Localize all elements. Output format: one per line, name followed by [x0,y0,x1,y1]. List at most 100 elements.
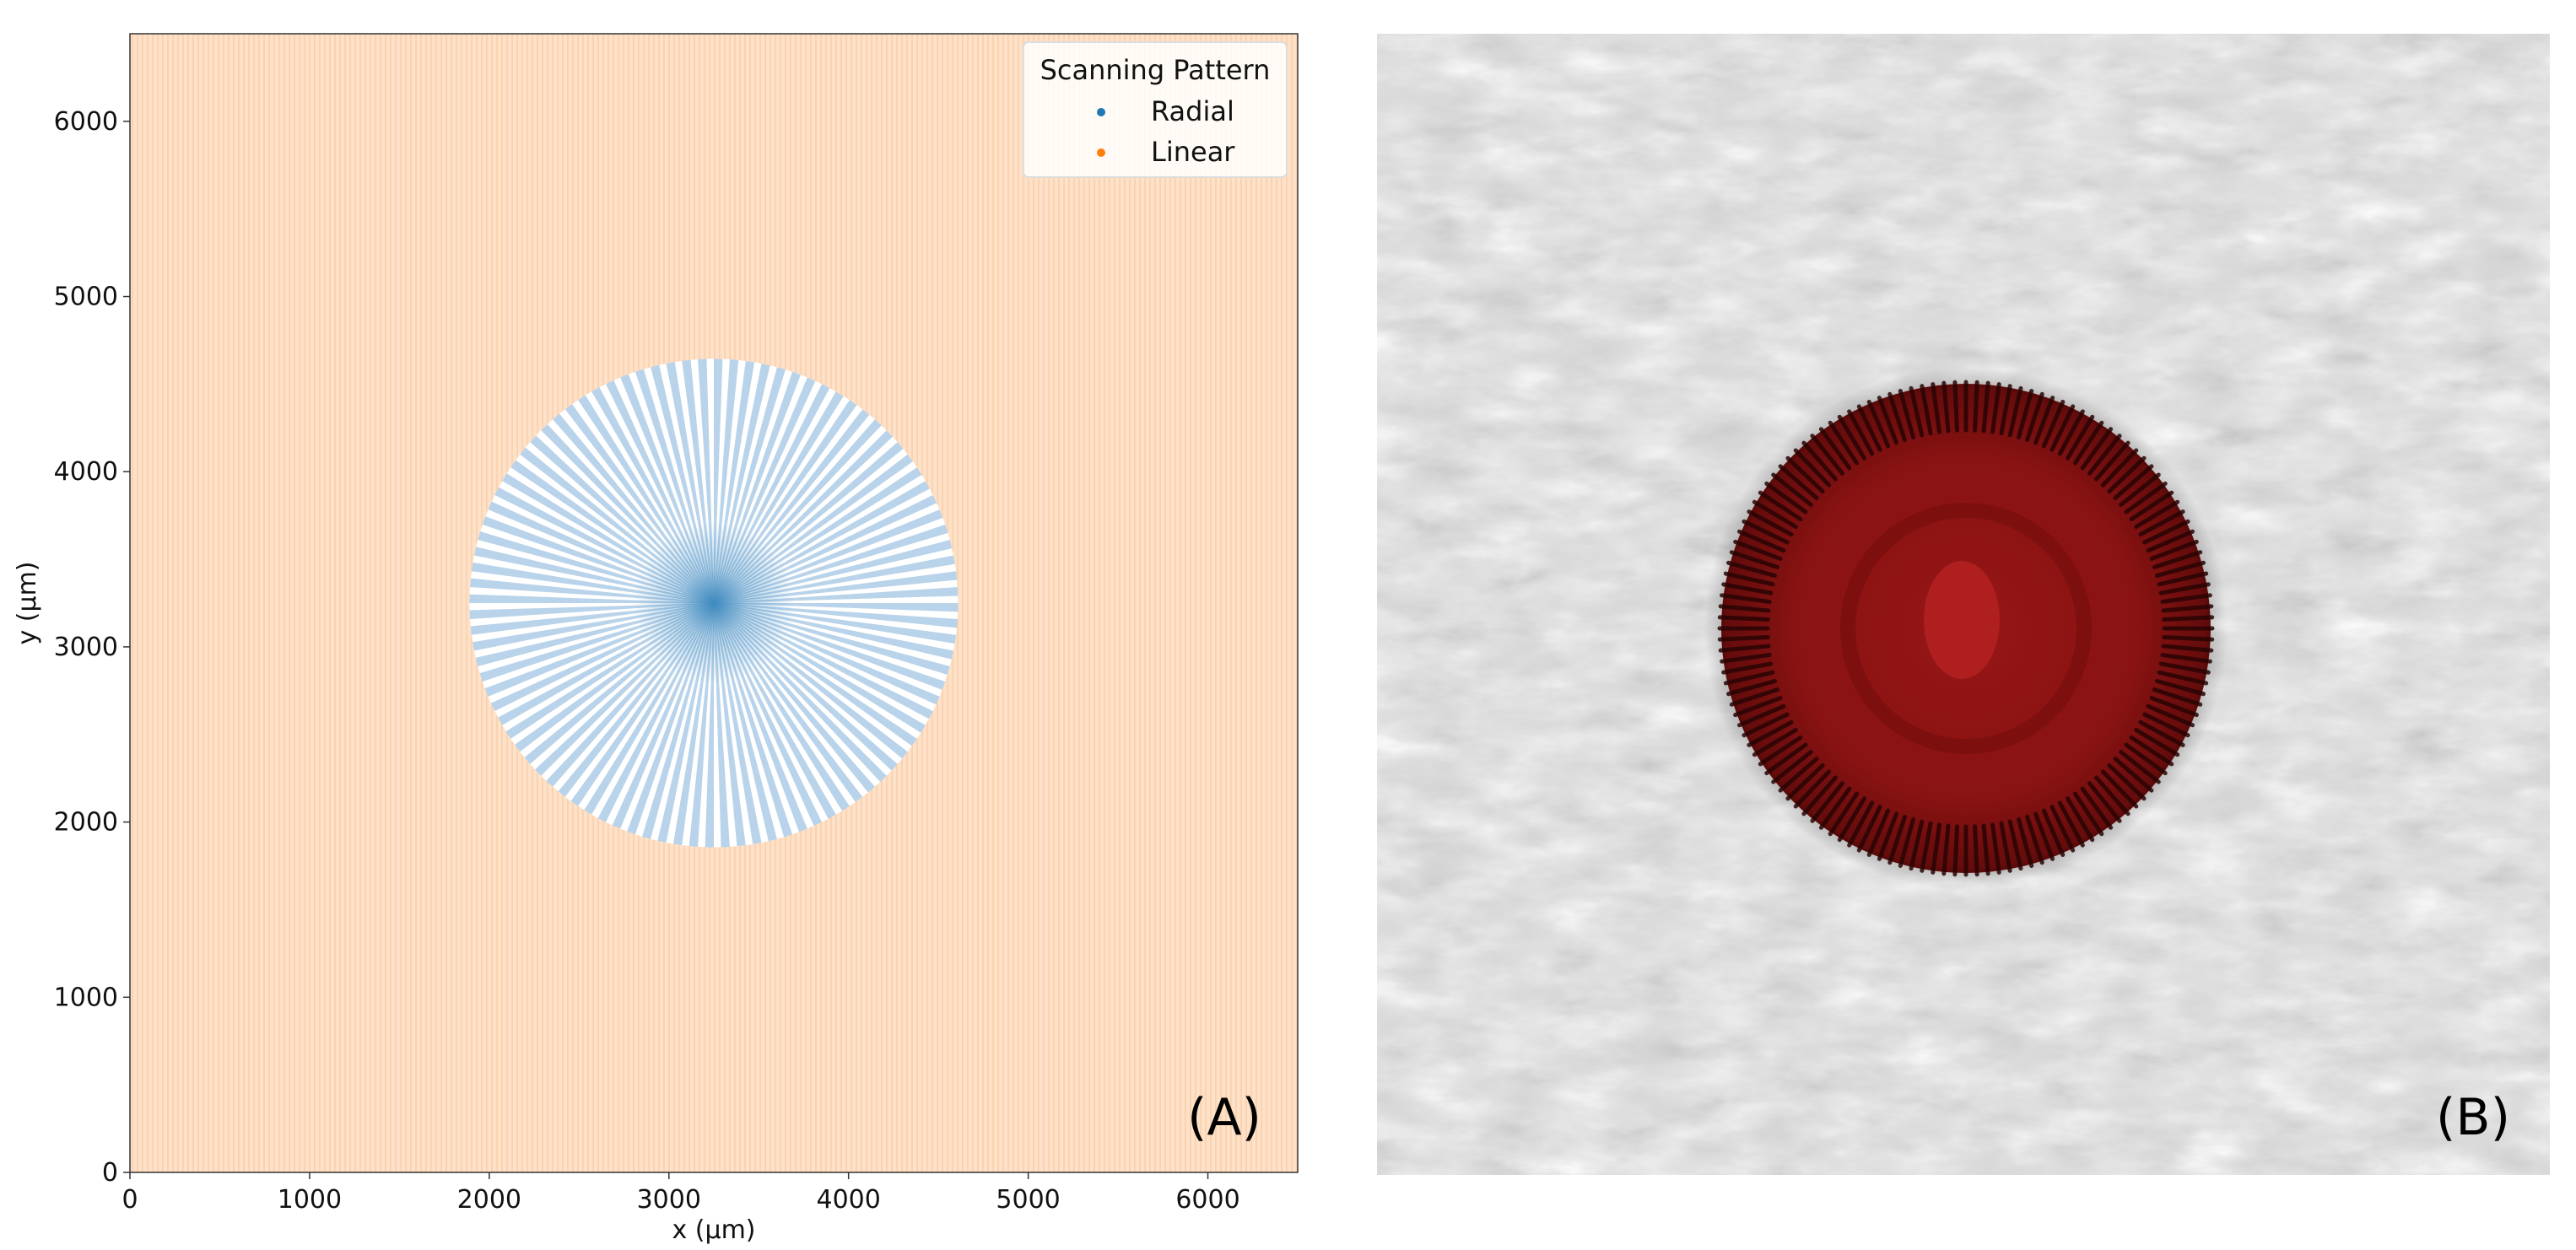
lesion-radial-track [2158,661,2211,675]
lesion-radial-track [2162,615,2215,622]
lesion-radial-track [1952,824,1959,877]
lesion-radial-track [1931,822,1941,875]
x-tick-label: 1000 [278,1185,342,1215]
lesion-radial-track [1810,781,1844,823]
lesion-radial-track [2049,404,2076,452]
lesion-radial-track [2025,391,2044,443]
lesion-radial-track [2152,687,2203,707]
legend-marker-radial [1097,108,1105,116]
lesion-radial-track [1736,703,1786,728]
lesion-radial-track [1752,728,1798,757]
lesion-radial-track [1742,519,1790,545]
y-tick-label: 5000 [54,283,118,312]
legend-entry-radial: Radial [1151,95,1234,127]
legend-entry-linear: Linear [1151,136,1235,168]
legend-marker-linear [1097,148,1105,157]
lesion-radial-track [2057,800,2085,848]
lesion-radial-track [1990,382,2001,434]
lesion-radial-track [2157,571,2209,587]
lesion-mid-ring [1840,503,2092,754]
lesion-radial-track [1920,384,1933,436]
lesion-radial-track [2161,604,2214,613]
lesion-radial-track [2041,399,2066,449]
lesion-radial-track [1898,817,1915,868]
lesion-radial-track [1721,582,1774,595]
lesion-radial-track [1990,822,2001,875]
lesion-radial-track [2017,389,2034,439]
lesion-radial-track [1837,796,1866,843]
lesion-radial-track [1747,509,1794,537]
y-tick-label: 1000 [54,983,118,1012]
lesion-radial-track [1747,719,1794,747]
lesion-radial-track [2146,529,2195,553]
lesion-radial-track [2152,550,2203,569]
lesion-radial-track [2129,490,2174,522]
lesion-radial-track [2107,762,2147,801]
lesion-radial-track [2072,791,2104,837]
lesion-radial-track [2087,781,2122,823]
lesion-radial-track [1758,490,1803,522]
radial-scan-center [579,468,849,738]
lesion-radial-track [1866,399,1891,449]
lesion-radial-track [2129,735,2174,767]
lesion-radial-track [2149,539,2199,561]
lesion-radial-track [1726,560,1777,578]
x-axis-ticks: 0 1000 2000 3000 4000 5000 6000 [122,1172,1240,1215]
y-tick-label: 0 [102,1158,118,1188]
lesion-radial-track [1828,420,1860,466]
x-tick-label: 4000 [817,1185,881,1215]
lesion-radial-track [2066,796,2095,843]
lesion-radial-track [1736,529,1786,553]
lesion-radial-track [1733,539,1783,561]
x-tick-label: 5000 [996,1185,1060,1215]
lesion-radial-track [1981,380,1990,434]
lesion-radial-track [2025,814,2044,865]
x-tick-label: 2000 [457,1185,521,1215]
lesion-radial-track [1999,384,2012,436]
panel-a-chart: 0 1000 2000 3000 4000 5000 6000 0 1000 2000 3000 4… [13,33,1299,1245]
plot-frame [129,33,1299,1173]
x-tick-label: 6000 [1175,1185,1239,1215]
lesion-radial-track [1898,389,1915,439]
lesion-radial-track [1981,823,1990,876]
lesion-radial-track [2057,409,2085,456]
lesion-radial-track [1866,808,1891,858]
lesion-radial-track [1764,481,1808,515]
lesion-radial-track [2160,593,2212,604]
lesion-radial-track [1909,819,1925,871]
legend-box [1023,41,1288,178]
lesion-radial-track [1785,762,1825,801]
lesion-radial-track [1720,653,1772,664]
lesion-radial-track [1729,550,1780,569]
lesion-radial-track [1717,635,1770,642]
panel-label-b: (B) [2436,1088,2510,1147]
lesion-radial-track [2080,786,2114,830]
lesion-radial-track [2041,808,2066,858]
lesion-radial-track [1718,604,1771,613]
lesion-radial-track [2142,519,2190,545]
lesion-radial-track [1847,409,1875,456]
lesion-radial-track [1793,769,1832,809]
lesion-radial-track [2072,420,2104,466]
lesion-radial-track [1818,786,1852,830]
legend: Scanning Pattern Radial Linear [1023,41,1288,178]
y-tick-label: 4000 [54,457,118,487]
ablated-lesion [1717,380,2215,877]
panel-b-image: (B) [1377,34,2550,1175]
lesion-radial-track [1856,805,1882,853]
lesion-radial-track [2146,703,2195,728]
lesion-radial-track [1856,404,1882,452]
lesion-radial-track [2087,434,2122,476]
lesion-radial-track [2080,427,2114,471]
panel-label-a: (A) [1187,1088,1261,1147]
lesion-radial-track [1771,750,1813,784]
lesion-radial-track [2007,819,2023,871]
lesion-radial-track [1877,811,1898,861]
lesion-radial-track [1828,791,1860,837]
lesion-radial-track [1729,687,1780,707]
lesion-radial-track [2119,750,2161,784]
lesion-core [1924,561,2000,679]
lesion-radial-track [2033,811,2055,861]
lesion-radial-track [2149,696,2199,718]
